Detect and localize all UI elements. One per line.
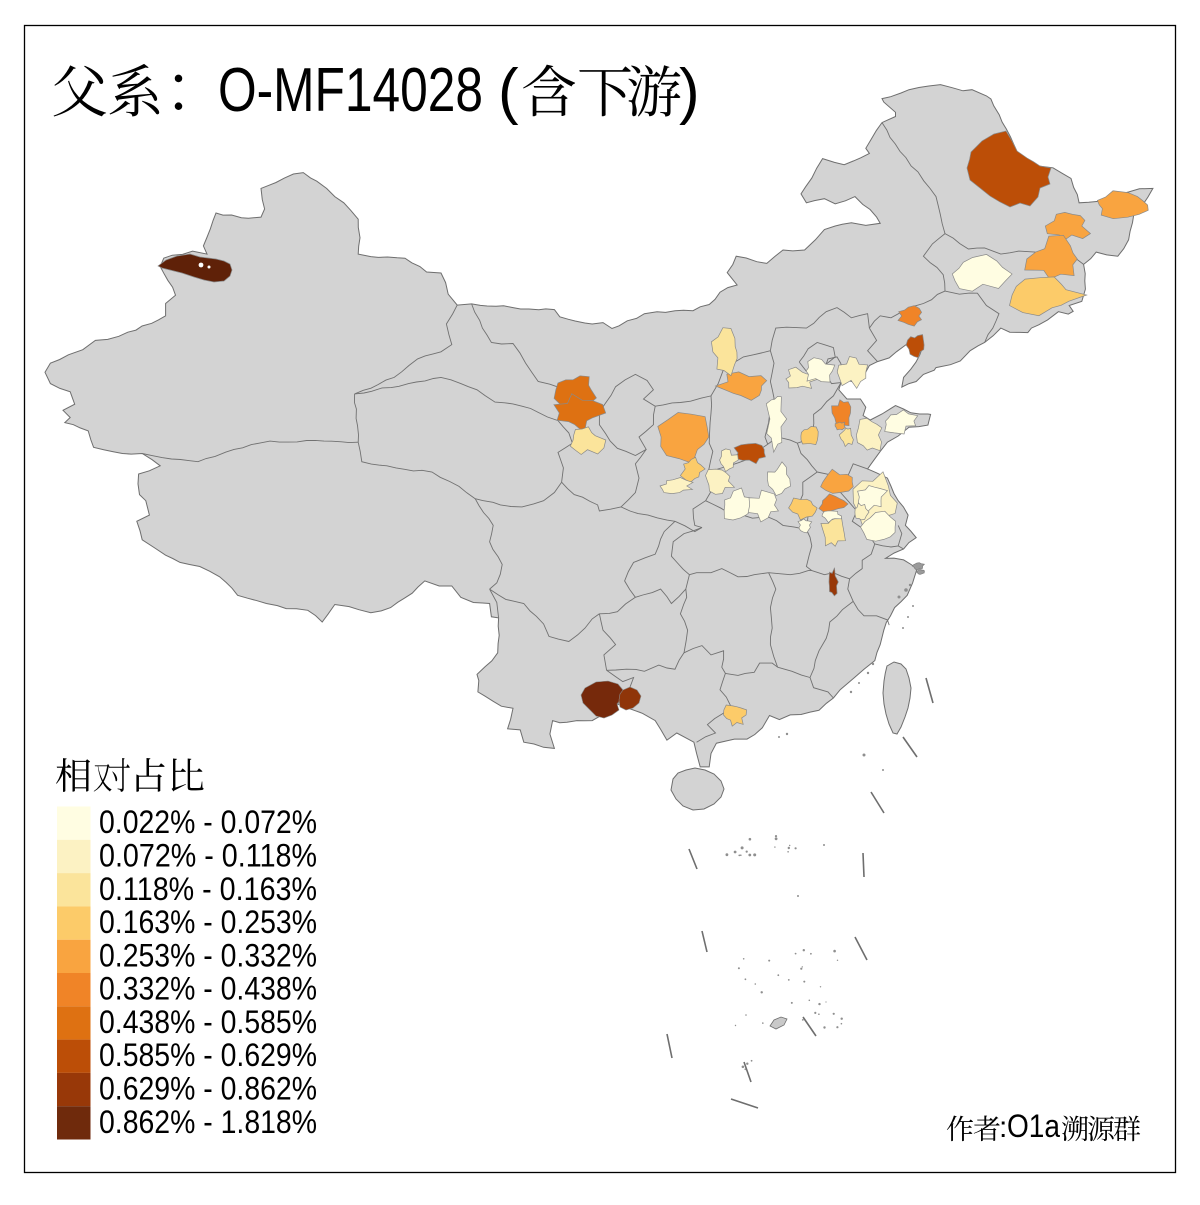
- svg-text:0.253% - 0.332%: 0.253% - 0.332%: [99, 937, 317, 973]
- svg-text::: :: [999, 1111, 1007, 1144]
- svg-text:0.022% - 0.072%: 0.022% - 0.072%: [99, 804, 317, 840]
- svg-text:0.862% - 1.818%: 0.862% - 1.818%: [99, 1104, 317, 1140]
- svg-text:0.585% - 0.629%: 0.585% - 0.629%: [99, 1037, 317, 1073]
- svg-text:0.072% - 0.118%: 0.072% - 0.118%: [99, 837, 317, 873]
- svg-text:O1a: O1a: [1007, 1108, 1060, 1144]
- svg-text:O-MF14028: O-MF14028: [218, 56, 483, 125]
- svg-text:0.629% - 0.862%: 0.629% - 0.862%: [99, 1071, 317, 1107]
- svg-text:0.118% - 0.163%: 0.118% - 0.163%: [99, 871, 317, 907]
- svg-text:0.163% - 0.253%: 0.163% - 0.253%: [99, 904, 317, 940]
- svg-text:): ): [679, 57, 700, 126]
- svg-text:0.332% - 0.438%: 0.332% - 0.438%: [99, 971, 317, 1007]
- svg-text:0.438% - 0.585%: 0.438% - 0.585%: [99, 1004, 317, 1040]
- svg-text:(: (: [498, 57, 519, 126]
